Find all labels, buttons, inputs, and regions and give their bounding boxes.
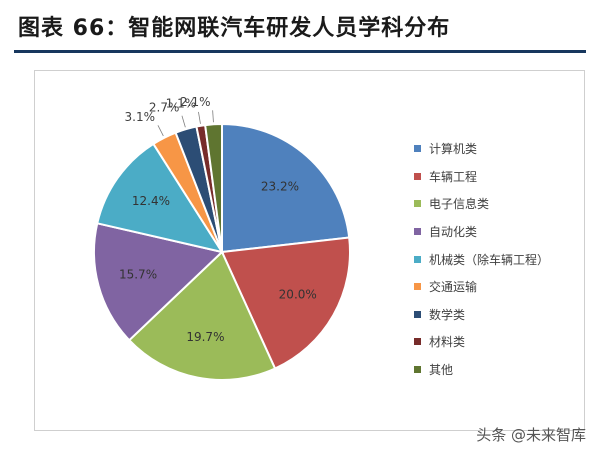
chart-legend: 计算机类车辆工程电子信息类自动化类机械类（除车辆工程） 交通运输数学类材料类其他 [414, 135, 549, 383]
pie-slice [220, 236, 351, 370]
legend-item: 计算机类 [414, 135, 549, 163]
legend-label: 其他 [429, 363, 454, 378]
slice-label: 19.7% [186, 330, 224, 344]
legend-item: 车辆工程 [414, 163, 549, 191]
slice-label: 3.1% [125, 110, 156, 124]
pie-slice [93, 222, 225, 342]
slice-label: 12.4% [132, 194, 170, 208]
leader-line [157, 125, 164, 137]
chart-title: 图表 66：智能网联汽车研发人员学科分布 [18, 16, 451, 41]
legend-label: 机械类（除车辆工程） [429, 252, 550, 267]
slice-label: 20.0% [279, 287, 317, 301]
legend-swatch [414, 255, 421, 263]
legend-swatch [414, 283, 421, 291]
legend-swatch [414, 228, 421, 236]
legend-swatch [414, 310, 421, 318]
pie-slice [96, 142, 225, 254]
slice-label: 2.1% [180, 95, 211, 109]
legend-label: 交通运输 [429, 280, 478, 295]
slice-label: 2.7% [149, 100, 180, 114]
pie-slice [204, 122, 223, 253]
slice-label: 15.7% [119, 267, 157, 281]
legend-item: 数学类 [414, 301, 549, 329]
pie-slice [127, 250, 277, 381]
legend-item: 交通运输 [414, 273, 549, 301]
legend-swatch [414, 366, 421, 374]
leader-line [198, 111, 201, 124]
legend-item: 材料类 [414, 328, 549, 356]
slice-label: 23.2% [261, 180, 299, 194]
pie-slice [221, 122, 351, 254]
legend-swatch [414, 172, 421, 180]
legend-label: 车辆工程 [429, 169, 478, 184]
legend-swatch [414, 145, 421, 153]
title-underline [14, 50, 586, 53]
legend-label: 计算机类 [429, 142, 478, 157]
chart-frame [34, 70, 585, 431]
legend-item: 自动化类 [414, 218, 549, 246]
legend-label: 数学类 [429, 307, 466, 322]
legend-item: 其他 [414, 356, 549, 384]
slice-label: 1.1% [166, 96, 197, 110]
legend-swatch [414, 338, 421, 346]
leader-line [181, 115, 186, 128]
legend-item: 机械类（除车辆工程） [414, 245, 549, 273]
legend-label: 电子信息类 [429, 197, 490, 212]
legend-swatch [414, 200, 421, 208]
watermark: 头条 @未来智库 [476, 426, 586, 444]
legend-item: 电子信息类 [414, 190, 549, 218]
leader-line [212, 110, 214, 123]
legend-label: 自动化类 [429, 225, 478, 240]
legend-label: 材料类 [429, 335, 466, 350]
